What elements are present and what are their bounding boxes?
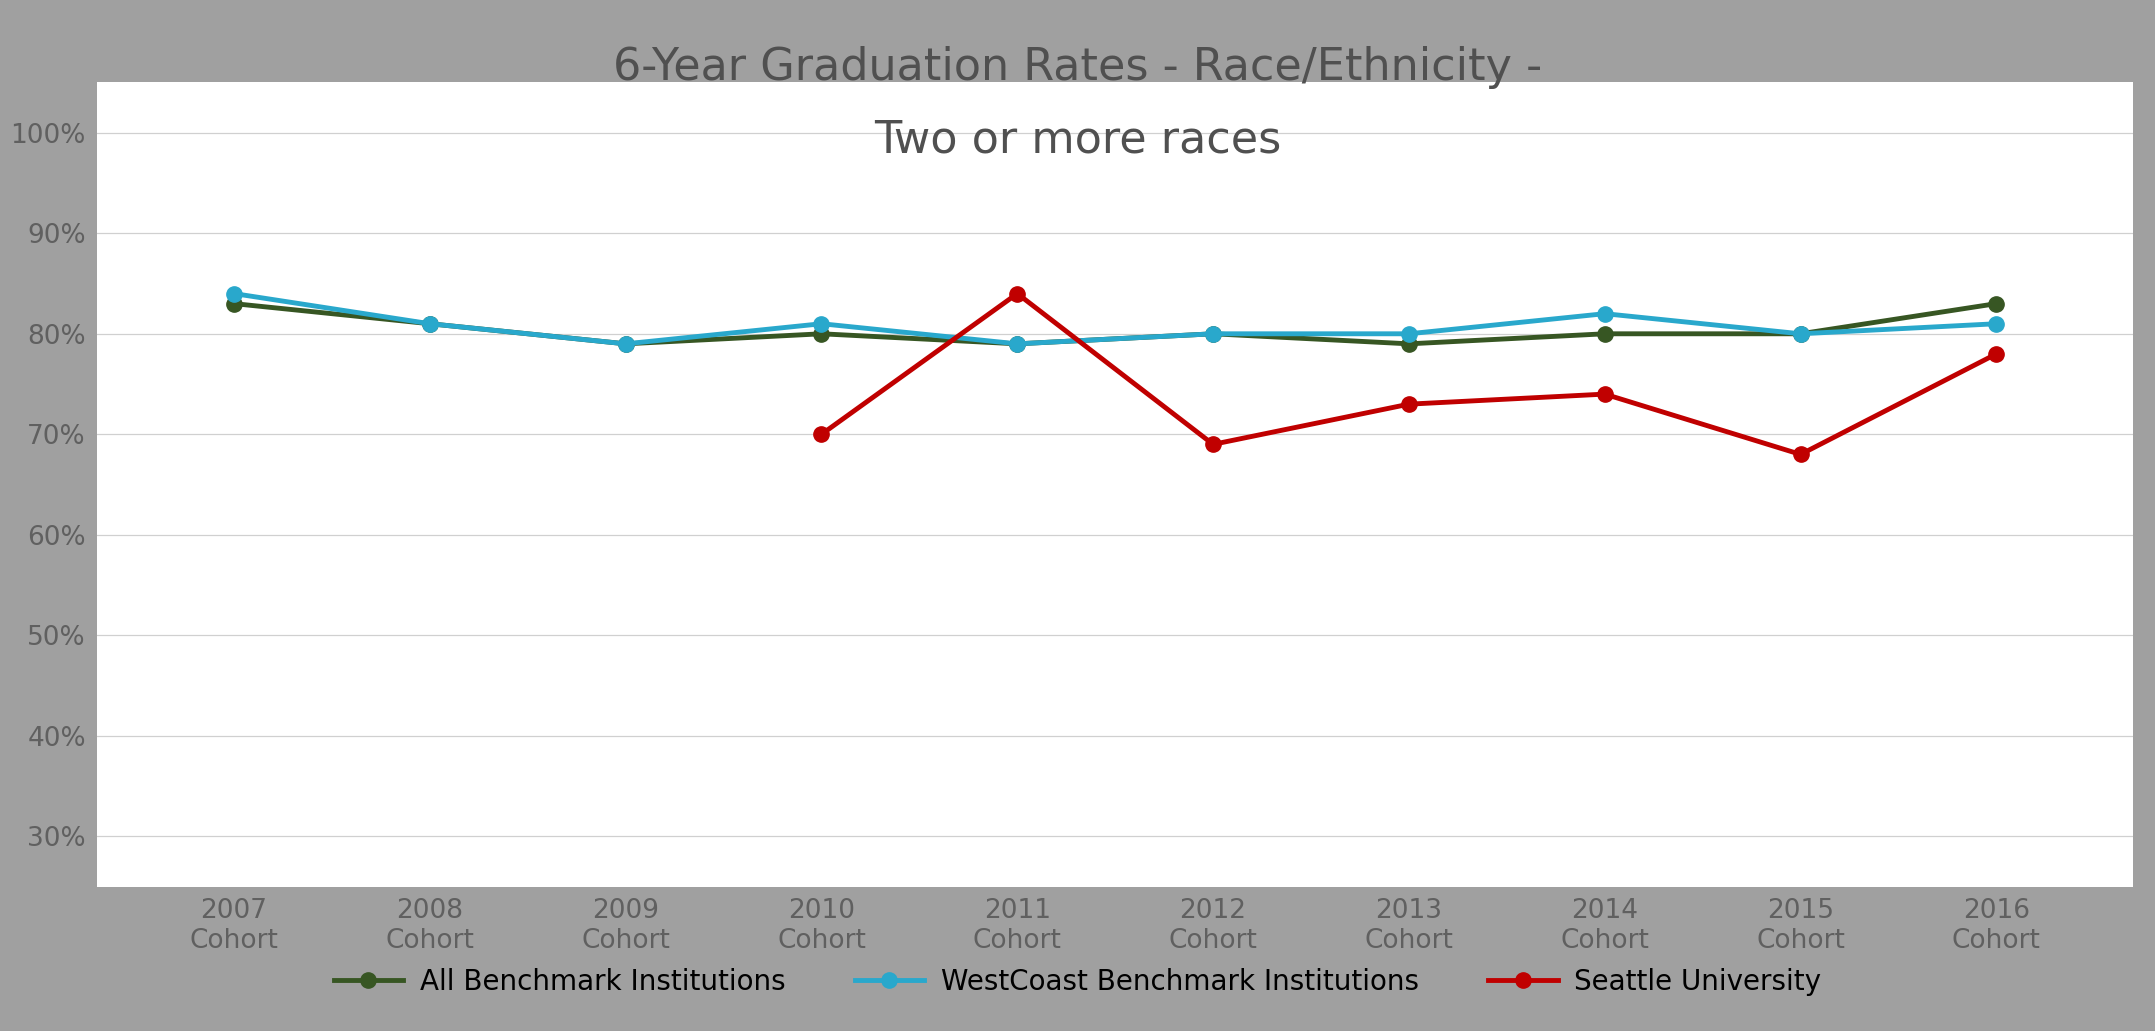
All Benchmark Institutions	[416, 318, 442, 330]
WestCoast Benchmark Institutions	[416, 318, 442, 330]
Seattle University	[1593, 388, 1618, 400]
WestCoast Benchmark Institutions	[1983, 318, 2008, 330]
Seattle University	[808, 428, 834, 440]
All Benchmark Institutions	[1593, 328, 1618, 340]
WestCoast Benchmark Institutions	[1396, 328, 1422, 340]
Seattle University	[1983, 347, 2008, 360]
All Benchmark Institutions	[222, 297, 248, 309]
WestCoast Benchmark Institutions	[612, 337, 638, 350]
Line: WestCoast Benchmark Institutions: WestCoast Benchmark Institutions	[226, 286, 2004, 352]
All Benchmark Institutions	[1983, 297, 2008, 309]
All Benchmark Institutions	[808, 328, 834, 340]
Seattle University	[1789, 448, 1815, 461]
WestCoast Benchmark Institutions	[1200, 328, 1226, 340]
All Benchmark Institutions	[1004, 337, 1030, 350]
All Benchmark Institutions	[612, 337, 638, 350]
Text: 6-Year Graduation Rates - Race/Ethnicity -: 6-Year Graduation Rates - Race/Ethnicity…	[612, 46, 1543, 90]
WestCoast Benchmark Institutions	[808, 318, 834, 330]
Legend: All Benchmark Institutions, WestCoast Benchmark Institutions, Seattle University: All Benchmark Institutions, WestCoast Be…	[323, 957, 1832, 1007]
Seattle University	[1004, 288, 1030, 300]
Line: All Benchmark Institutions: All Benchmark Institutions	[226, 296, 2004, 352]
WestCoast Benchmark Institutions	[222, 288, 248, 300]
All Benchmark Institutions	[1200, 328, 1226, 340]
Line: Seattle University: Seattle University	[815, 286, 2004, 462]
All Benchmark Institutions	[1789, 328, 1815, 340]
Seattle University	[1396, 398, 1422, 410]
All Benchmark Institutions	[1396, 337, 1422, 350]
WestCoast Benchmark Institutions	[1593, 307, 1618, 320]
WestCoast Benchmark Institutions	[1789, 328, 1815, 340]
Text: Two or more races: Two or more races	[875, 119, 1280, 162]
Seattle University	[1200, 438, 1226, 451]
WestCoast Benchmark Institutions	[1004, 337, 1030, 350]
